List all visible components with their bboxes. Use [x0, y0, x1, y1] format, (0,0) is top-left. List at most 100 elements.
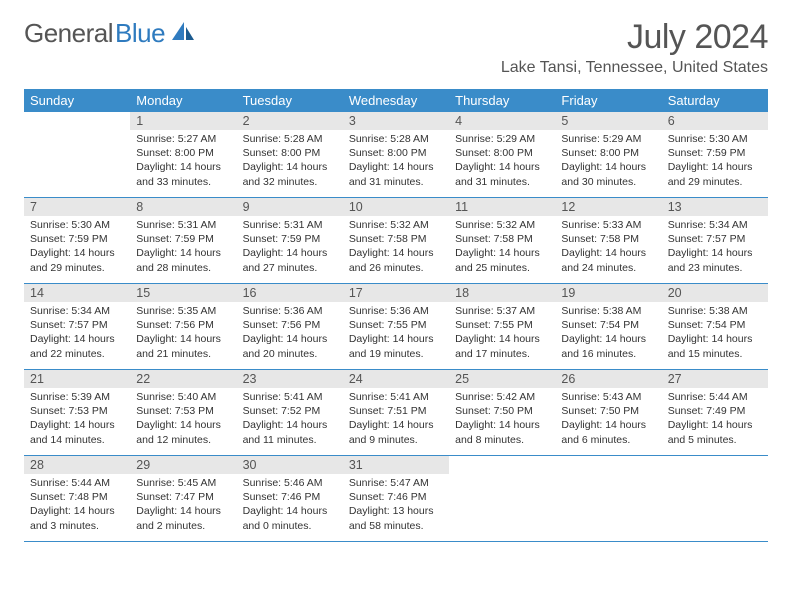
- weekday-saturday: Saturday: [662, 89, 768, 112]
- day-number: 16: [237, 284, 343, 302]
- day-number: 19: [555, 284, 661, 302]
- calendar-cell: 25Sunrise: 5:42 AMSunset: 7:50 PMDayligh…: [449, 370, 555, 456]
- day-sun-info: Sunrise: 5:46 AMSunset: 7:46 PMDaylight:…: [237, 474, 343, 537]
- calendar-cell: 22Sunrise: 5:40 AMSunset: 7:53 PMDayligh…: [130, 370, 236, 456]
- day-number: 12: [555, 198, 661, 216]
- day-number: 9: [237, 198, 343, 216]
- calendar-cell: 20Sunrise: 5:38 AMSunset: 7:54 PMDayligh…: [662, 284, 768, 370]
- day-number: 1: [130, 112, 236, 130]
- day-number: 20: [662, 284, 768, 302]
- calendar-cell: 0: [449, 456, 555, 542]
- calendar-cell: 9Sunrise: 5:31 AMSunset: 7:59 PMDaylight…: [237, 198, 343, 284]
- calendar-cell: 17Sunrise: 5:36 AMSunset: 7:55 PMDayligh…: [343, 284, 449, 370]
- logo: GeneralBlue: [24, 18, 196, 49]
- day-sun-info: Sunrise: 5:33 AMSunset: 7:58 PMDaylight:…: [555, 216, 661, 279]
- title-block: July 2024 Lake Tansi, Tennessee, United …: [501, 18, 768, 77]
- day-number: 25: [449, 370, 555, 388]
- calendar-cell: 27Sunrise: 5:44 AMSunset: 7:49 PMDayligh…: [662, 370, 768, 456]
- calendar-cell: 24Sunrise: 5:41 AMSunset: 7:51 PMDayligh…: [343, 370, 449, 456]
- day-number: 10: [343, 198, 449, 216]
- calendar-cell: 6Sunrise: 5:30 AMSunset: 7:59 PMDaylight…: [662, 112, 768, 198]
- day-number: 11: [449, 198, 555, 216]
- day-sun-info: Sunrise: 5:34 AMSunset: 7:57 PMDaylight:…: [24, 302, 130, 365]
- day-sun-info: Sunrise: 5:28 AMSunset: 8:00 PMDaylight:…: [237, 130, 343, 193]
- sail-icon: [170, 18, 196, 49]
- day-sun-info: Sunrise: 5:38 AMSunset: 7:54 PMDaylight:…: [662, 302, 768, 365]
- calendar-cell: 3Sunrise: 5:28 AMSunset: 8:00 PMDaylight…: [343, 112, 449, 198]
- calendar-cell: 13Sunrise: 5:34 AMSunset: 7:57 PMDayligh…: [662, 198, 768, 284]
- weekday-tuesday: Tuesday: [237, 89, 343, 112]
- calendar-body: 01Sunrise: 5:27 AMSunset: 8:00 PMDayligh…: [24, 112, 768, 542]
- calendar-cell: 8Sunrise: 5:31 AMSunset: 7:59 PMDaylight…: [130, 198, 236, 284]
- day-sun-info: Sunrise: 5:38 AMSunset: 7:54 PMDaylight:…: [555, 302, 661, 365]
- calendar-cell: 26Sunrise: 5:43 AMSunset: 7:50 PMDayligh…: [555, 370, 661, 456]
- weekday-thursday: Thursday: [449, 89, 555, 112]
- calendar-cell: 16Sunrise: 5:36 AMSunset: 7:56 PMDayligh…: [237, 284, 343, 370]
- day-number: 21: [24, 370, 130, 388]
- month-title: July 2024: [501, 18, 768, 57]
- day-sun-info: Sunrise: 5:37 AMSunset: 7:55 PMDaylight:…: [449, 302, 555, 365]
- calendar-cell: 28Sunrise: 5:44 AMSunset: 7:48 PMDayligh…: [24, 456, 130, 542]
- calendar-cell: 21Sunrise: 5:39 AMSunset: 7:53 PMDayligh…: [24, 370, 130, 456]
- location-label: Lake Tansi, Tennessee, United States: [501, 59, 768, 77]
- day-sun-info: Sunrise: 5:29 AMSunset: 8:00 PMDaylight:…: [449, 130, 555, 193]
- day-sun-info: Sunrise: 5:36 AMSunset: 7:56 PMDaylight:…: [237, 302, 343, 365]
- day-number: 5: [555, 112, 661, 130]
- day-number: 6: [662, 112, 768, 130]
- day-number: 7: [24, 198, 130, 216]
- day-sun-info: Sunrise: 5:47 AMSunset: 7:46 PMDaylight:…: [343, 474, 449, 537]
- calendar-cell: 2Sunrise: 5:28 AMSunset: 8:00 PMDaylight…: [237, 112, 343, 198]
- day-number: 23: [237, 370, 343, 388]
- day-number: 4: [449, 112, 555, 130]
- calendar-cell: 23Sunrise: 5:41 AMSunset: 7:52 PMDayligh…: [237, 370, 343, 456]
- weekday-friday: Friday: [555, 89, 661, 112]
- day-number: 24: [343, 370, 449, 388]
- day-number: 22: [130, 370, 236, 388]
- calendar-cell: 14Sunrise: 5:34 AMSunset: 7:57 PMDayligh…: [24, 284, 130, 370]
- calendar-cell: 29Sunrise: 5:45 AMSunset: 7:47 PMDayligh…: [130, 456, 236, 542]
- day-sun-info: Sunrise: 5:35 AMSunset: 7:56 PMDaylight:…: [130, 302, 236, 365]
- weekday-sunday: Sunday: [24, 89, 130, 112]
- day-sun-info: Sunrise: 5:34 AMSunset: 7:57 PMDaylight:…: [662, 216, 768, 279]
- day-number: 31: [343, 456, 449, 474]
- day-sun-info: Sunrise: 5:43 AMSunset: 7:50 PMDaylight:…: [555, 388, 661, 451]
- logo-gray-text: General: [24, 18, 113, 49]
- day-sun-info: Sunrise: 5:42 AMSunset: 7:50 PMDaylight:…: [449, 388, 555, 451]
- day-sun-info: Sunrise: 5:45 AMSunset: 7:47 PMDaylight:…: [130, 474, 236, 537]
- day-sun-info: Sunrise: 5:28 AMSunset: 8:00 PMDaylight:…: [343, 130, 449, 193]
- day-sun-info: Sunrise: 5:41 AMSunset: 7:52 PMDaylight:…: [237, 388, 343, 451]
- day-sun-info: Sunrise: 5:30 AMSunset: 7:59 PMDaylight:…: [662, 130, 768, 193]
- calendar-cell: 15Sunrise: 5:35 AMSunset: 7:56 PMDayligh…: [130, 284, 236, 370]
- calendar-cell: 18Sunrise: 5:37 AMSunset: 7:55 PMDayligh…: [449, 284, 555, 370]
- day-number: 26: [555, 370, 661, 388]
- calendar-cell: 1Sunrise: 5:27 AMSunset: 8:00 PMDaylight…: [130, 112, 236, 198]
- day-sun-info: Sunrise: 5:39 AMSunset: 7:53 PMDaylight:…: [24, 388, 130, 451]
- day-number: 18: [449, 284, 555, 302]
- day-sun-info: Sunrise: 5:41 AMSunset: 7:51 PMDaylight:…: [343, 388, 449, 451]
- calendar-cell: 4Sunrise: 5:29 AMSunset: 8:00 PMDaylight…: [449, 112, 555, 198]
- calendar-cell: 0: [555, 456, 661, 542]
- day-number: 3: [343, 112, 449, 130]
- day-number: 13: [662, 198, 768, 216]
- calendar-cell: 0: [24, 112, 130, 198]
- calendar-cell: 11Sunrise: 5:32 AMSunset: 7:58 PMDayligh…: [449, 198, 555, 284]
- day-number: 15: [130, 284, 236, 302]
- day-number: 17: [343, 284, 449, 302]
- calendar-cell: 12Sunrise: 5:33 AMSunset: 7:58 PMDayligh…: [555, 198, 661, 284]
- day-number: 8: [130, 198, 236, 216]
- calendar-cell: 19Sunrise: 5:38 AMSunset: 7:54 PMDayligh…: [555, 284, 661, 370]
- day-number: 27: [662, 370, 768, 388]
- calendar-cell: 10Sunrise: 5:32 AMSunset: 7:58 PMDayligh…: [343, 198, 449, 284]
- day-number: 29: [130, 456, 236, 474]
- day-sun-info: Sunrise: 5:31 AMSunset: 7:59 PMDaylight:…: [237, 216, 343, 279]
- weekday-monday: Monday: [130, 89, 236, 112]
- day-sun-info: Sunrise: 5:30 AMSunset: 7:59 PMDaylight:…: [24, 216, 130, 279]
- day-sun-info: Sunrise: 5:40 AMSunset: 7:53 PMDaylight:…: [130, 388, 236, 451]
- calendar-cell: 31Sunrise: 5:47 AMSunset: 7:46 PMDayligh…: [343, 456, 449, 542]
- day-sun-info: Sunrise: 5:32 AMSunset: 7:58 PMDaylight:…: [449, 216, 555, 279]
- day-number: 30: [237, 456, 343, 474]
- day-sun-info: Sunrise: 5:36 AMSunset: 7:55 PMDaylight:…: [343, 302, 449, 365]
- calendar-weekday-header: Sunday Monday Tuesday Wednesday Thursday…: [24, 89, 768, 112]
- weekday-wednesday: Wednesday: [343, 89, 449, 112]
- day-sun-info: Sunrise: 5:29 AMSunset: 8:00 PMDaylight:…: [555, 130, 661, 193]
